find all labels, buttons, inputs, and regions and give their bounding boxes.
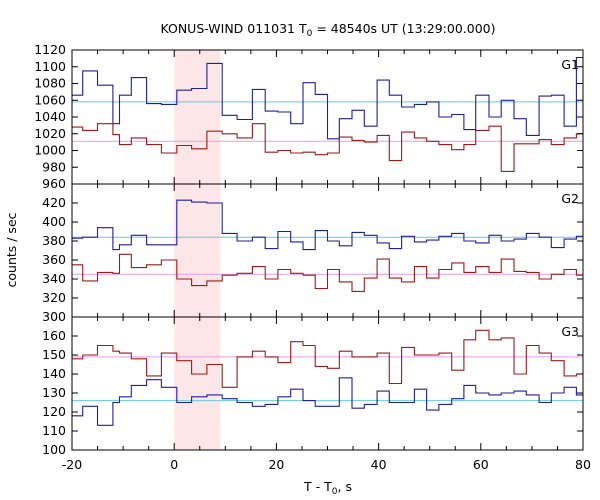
x-tick-label: 80 <box>575 457 591 472</box>
y-tick-label: 110 <box>42 423 66 438</box>
x-tick-label: -20 <box>62 457 82 472</box>
series-line-2 <box>72 253 583 292</box>
series-line-2 <box>72 329 583 388</box>
x-axis-label: T - T0, s <box>303 479 352 497</box>
y-tick-label: 150 <box>42 347 66 362</box>
y-tick-label: 140 <box>42 366 66 381</box>
y-tick-label: 300 <box>42 309 66 324</box>
panel-g3: 100 110 120 130 140 150 160 G3 <box>42 316 584 457</box>
y-tick-label: 380 <box>42 233 66 248</box>
chart-panels: 9609801000102010401060108011001120G13003… <box>34 42 591 472</box>
panel-label: G3 <box>561 324 579 339</box>
x-tick-label: 60 <box>473 457 489 472</box>
y-tick-label: 1100 <box>34 59 66 74</box>
y-tick-label: 1020 <box>34 126 66 141</box>
y-tick-label: 120 <box>42 404 66 419</box>
y-tick-label: 420 <box>42 195 66 210</box>
panel-g2: 300 320 340 360 380 400 420 G2 <box>42 183 584 324</box>
y-tick-label: 130 <box>42 385 66 400</box>
y-tick-label: 100 <box>42 442 66 457</box>
y-tick-label: 160 <box>42 328 66 343</box>
chart-title: KONUS-WIND 011031 T0 = 48540s UT (13:29:… <box>160 21 495 39</box>
y-tick-label: 1000 <box>34 143 66 158</box>
y-tick-label: 1040 <box>34 109 66 124</box>
y-tick-label: 1060 <box>34 92 66 107</box>
panel-label: G2 <box>561 191 579 206</box>
series-line-1 <box>72 199 583 251</box>
y-tick-label: 1080 <box>34 76 66 91</box>
y-tick-label: 960 <box>42 176 66 191</box>
y-tick-label: 1120 <box>34 42 66 57</box>
y-axis-label: counts / sec <box>4 212 19 287</box>
y-tick-label: 360 <box>42 252 66 267</box>
series-line-1 <box>72 56 583 140</box>
y-tick-label: 320 <box>42 290 66 305</box>
panel-label: G1 <box>561 57 579 72</box>
y-tick-label: 980 <box>42 159 66 174</box>
x-tick-label: 0 <box>170 457 178 472</box>
series-line-1 <box>72 377 583 426</box>
series-line-2 <box>72 123 583 172</box>
x-tick-label: 40 <box>371 457 387 472</box>
x-tick-label: 20 <box>268 457 284 472</box>
y-tick-label: 400 <box>42 214 66 229</box>
highlight-band <box>174 50 221 450</box>
y-tick-label: 340 <box>42 271 66 286</box>
